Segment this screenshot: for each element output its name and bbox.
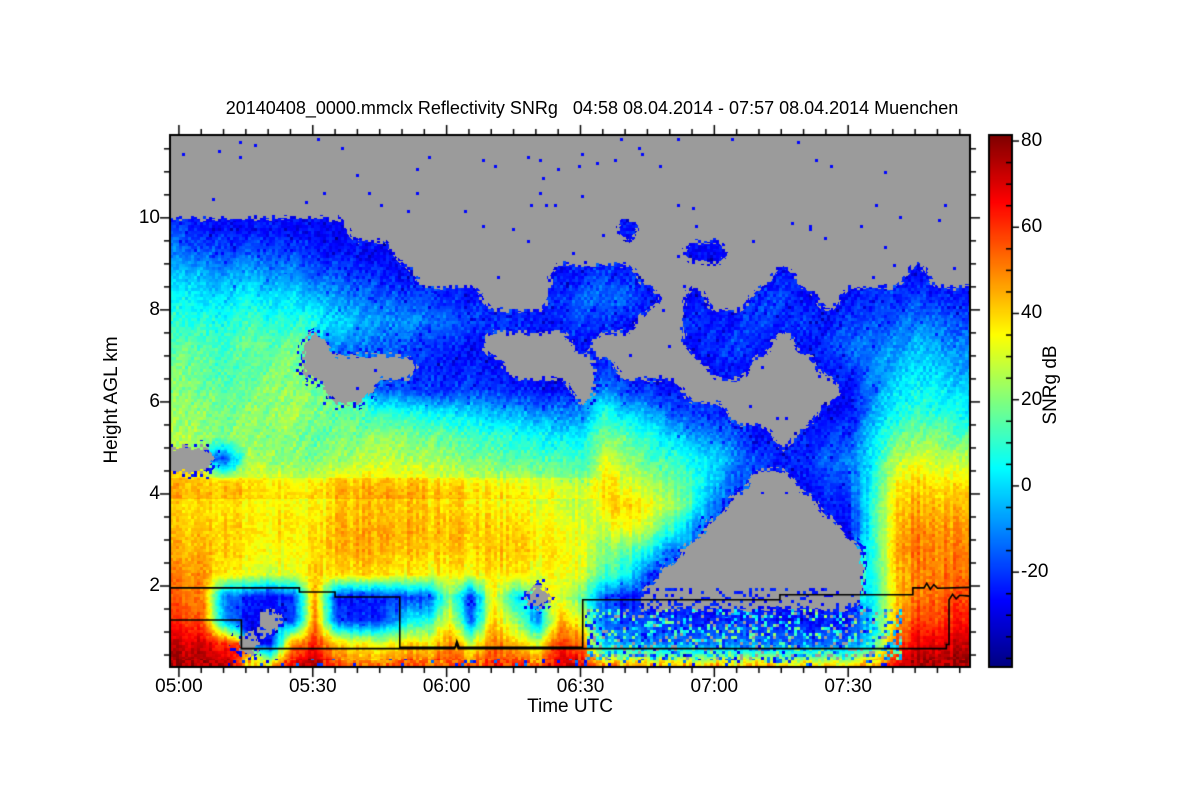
x-tick-label: 07:30 [824,676,872,697]
colorbar-tick-label: 20 [1021,388,1043,410]
x-tick-label: 06:00 [422,676,471,697]
colorbar-tick-label: 80 [1021,130,1043,152]
colorbar-tick-label: 0 [1021,474,1032,496]
colorbar-tick-label: 60 [1021,216,1043,238]
x-tick-label: 05:30 [288,676,337,697]
y-tick-label: 8 [149,298,160,320]
colorbar-label: SNRg dB [1040,345,1061,425]
chart-title: 20140408_0000.mmclx Reflectivity SNRg 04… [225,98,959,118]
x-tick-label: 07:00 [690,676,739,697]
y-tick-label: 6 [149,390,160,412]
y-tick-label: 4 [149,482,160,504]
colorbar-tick-label: 40 [1021,302,1043,324]
y-tick-label: 10 [138,206,160,228]
y-tick-label: 2 [149,575,160,596]
x-tick-label: 05:00 [155,676,203,697]
x-axis-label: Time UTC [527,696,613,717]
colorbar-tick-label: -20 [1021,561,1049,583]
x-tick-label: 06:30 [556,676,605,697]
